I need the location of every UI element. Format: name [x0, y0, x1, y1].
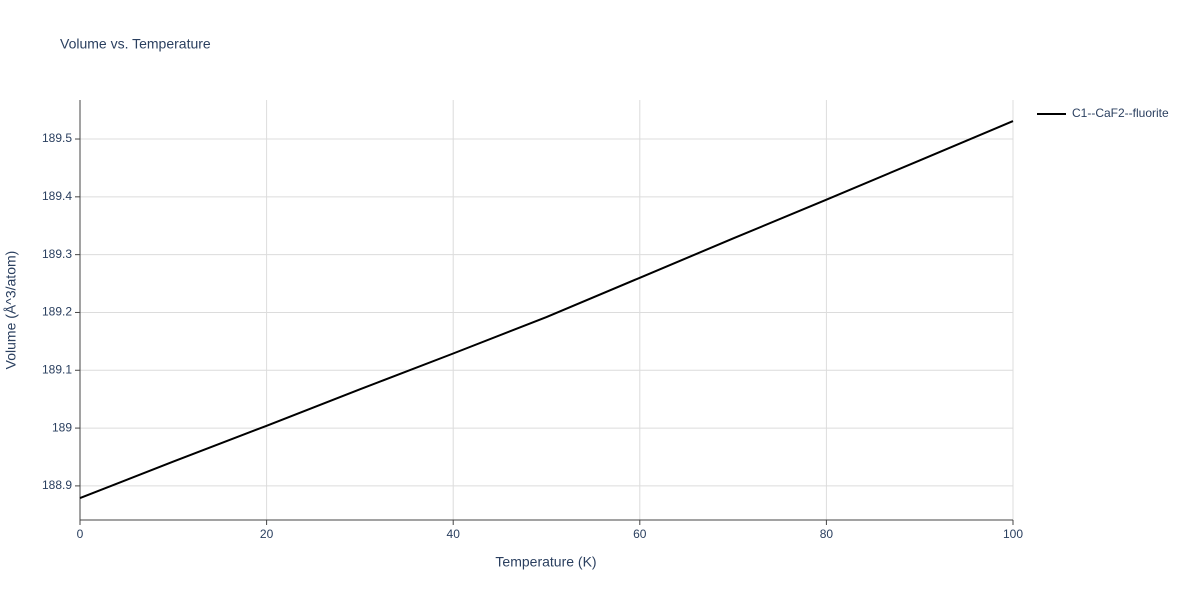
y-tick-label: 189.1	[42, 362, 72, 376]
x-tick-label: 80	[820, 527, 834, 541]
y-axis-title: Volume (Å^3/atom)	[3, 251, 19, 370]
y-tick-label: 188.9	[42, 478, 72, 492]
chart-title: Volume vs. Temperature	[60, 36, 211, 52]
x-tick-label: 40	[447, 527, 461, 541]
x-axis-title: Temperature (K)	[495, 554, 596, 570]
x-tick-label: 60	[633, 527, 647, 541]
y-tick-label: 189.3	[42, 247, 72, 261]
y-tick-label: 189.2	[42, 305, 72, 319]
legend-label: C1--CaF2--fluorite	[1072, 106, 1169, 120]
x-tick-label: 100	[1003, 527, 1023, 541]
line	[79, 120, 1014, 499]
x-tick-label: 20	[260, 527, 274, 541]
y-tick-label: 189.5	[42, 131, 72, 145]
y-tick-label: 189.4	[42, 189, 72, 203]
x-tick-label: 0	[77, 527, 84, 541]
y-tick-label: 189	[52, 420, 72, 434]
